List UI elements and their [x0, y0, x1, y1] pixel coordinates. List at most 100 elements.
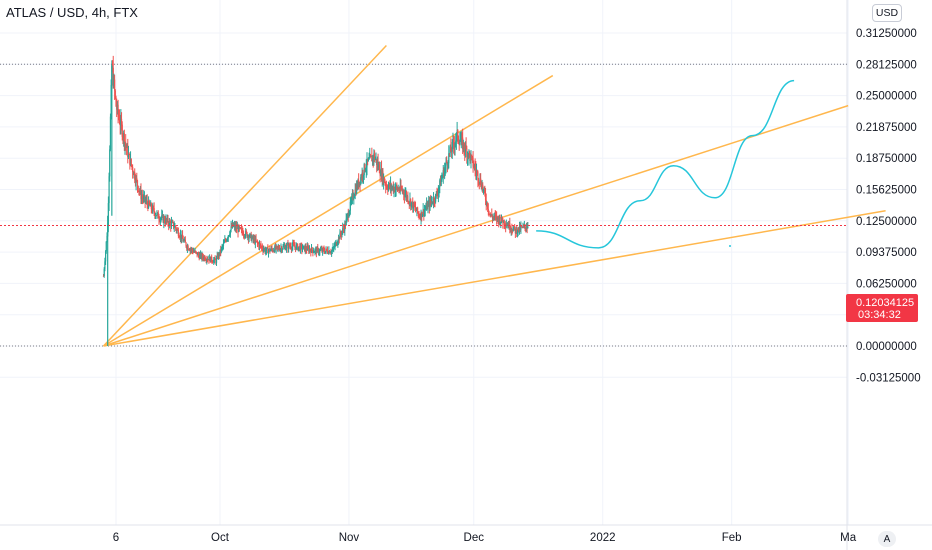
candle-body: [195, 251, 198, 253]
candle-body: [373, 153, 375, 160]
candle-body: [426, 203, 428, 210]
candle-body: [218, 253, 220, 259]
candle-body: [372, 156, 374, 160]
candle-body: [525, 226, 527, 229]
candle-body: [247, 235, 249, 238]
candle-body: [125, 145, 127, 148]
candle-body: [131, 164, 133, 167]
candle-body: [380, 168, 383, 180]
candle-body: [419, 216, 421, 218]
candle-body: [252, 236, 254, 240]
candle-body: [423, 210, 426, 215]
candle-body: [158, 218, 160, 220]
candle-body: [520, 226, 522, 230]
time-tick-label: Nov: [339, 532, 360, 544]
candle-body: [328, 250, 331, 254]
candle-body: [147, 203, 149, 208]
candle-body: [191, 248, 193, 251]
candle-body: [148, 200, 150, 205]
candle-body: [425, 208, 427, 210]
candle-body: [237, 227, 239, 232]
projection-path[interactable]: [536, 79, 795, 249]
candle-body: [249, 233, 252, 235]
candle-body: [137, 185, 139, 191]
candle-body: [105, 241, 107, 252]
candle-body: [464, 145, 467, 152]
fan-line[interactable]: [102, 45, 387, 347]
candle-body: [426, 203, 428, 209]
fan-line[interactable]: [103, 210, 886, 347]
fan-line[interactable]: [103, 104, 849, 347]
candle-body: [424, 209, 426, 211]
candle-body: [458, 142, 460, 145]
horizontal-levels[interactable]: [0, 63, 847, 347]
candle-body: [168, 223, 170, 226]
candle-body: [326, 248, 328, 251]
candle-body: [415, 209, 417, 211]
candle-body: [177, 230, 179, 236]
candle-body: [514, 228, 516, 234]
last-price-badge: [846, 294, 918, 322]
candle-body: [480, 185, 482, 189]
candle-body: [150, 203, 152, 207]
candle-body: [304, 247, 306, 251]
candle-body: [455, 140, 457, 144]
candle-body: [246, 232, 248, 238]
candle-body: [412, 202, 415, 209]
candle-body: [268, 248, 270, 251]
candle-body: [368, 158, 370, 160]
candle-body: [151, 209, 153, 212]
candle-body: [473, 165, 476, 167]
candle-body: [224, 240, 226, 243]
candle-body: [513, 226, 515, 229]
candle-body: [518, 227, 520, 231]
candle-body: [491, 214, 493, 217]
candle-body: [118, 114, 120, 118]
candle-body: [306, 246, 308, 251]
candle-body: [472, 157, 474, 167]
candle-body: [144, 195, 146, 202]
candle-body: [132, 171, 134, 176]
candle-body: [103, 268, 105, 276]
candle-body: [106, 235, 108, 242]
candle-body: [189, 249, 191, 251]
candle-body: [284, 246, 286, 250]
currency-button[interactable]: USD: [872, 4, 902, 22]
candle-body: [324, 250, 326, 253]
candle-body: [118, 117, 121, 124]
candle-body: [396, 185, 398, 188]
candle-body: [512, 228, 514, 232]
fan-lines[interactable]: [102, 45, 886, 347]
candle-body: [482, 184, 484, 190]
candle-body: [120, 118, 123, 125]
candle-body: [115, 96, 117, 107]
candle-body: [149, 204, 151, 207]
candle-body: [264, 248, 266, 253]
candle-body: [214, 258, 216, 260]
candle-body: [161, 215, 164, 217]
auto-scale-button[interactable]: A: [878, 531, 896, 547]
candle-body: [170, 222, 173, 227]
candle-body: [258, 243, 261, 247]
candle-body: [290, 246, 292, 249]
candle-body: [220, 247, 222, 252]
candle-body: [439, 180, 442, 186]
candle-body: [470, 155, 472, 161]
candle-body: [222, 243, 225, 246]
candle-body: [371, 155, 373, 162]
candle-body: [195, 250, 197, 252]
candle-body: [500, 216, 503, 222]
candle-body: [294, 246, 296, 248]
candle-body: [175, 226, 177, 229]
candle-body: [381, 171, 383, 180]
candle-body: [336, 243, 338, 246]
candle-body: [225, 240, 227, 242]
candle-body: [139, 189, 141, 192]
candle-body: [155, 215, 157, 217]
projection-dot: [729, 245, 731, 247]
candle-body: [245, 231, 247, 236]
fan-line[interactable]: [103, 74, 554, 347]
candle-body: [482, 189, 485, 191]
candle-body: [129, 154, 131, 165]
